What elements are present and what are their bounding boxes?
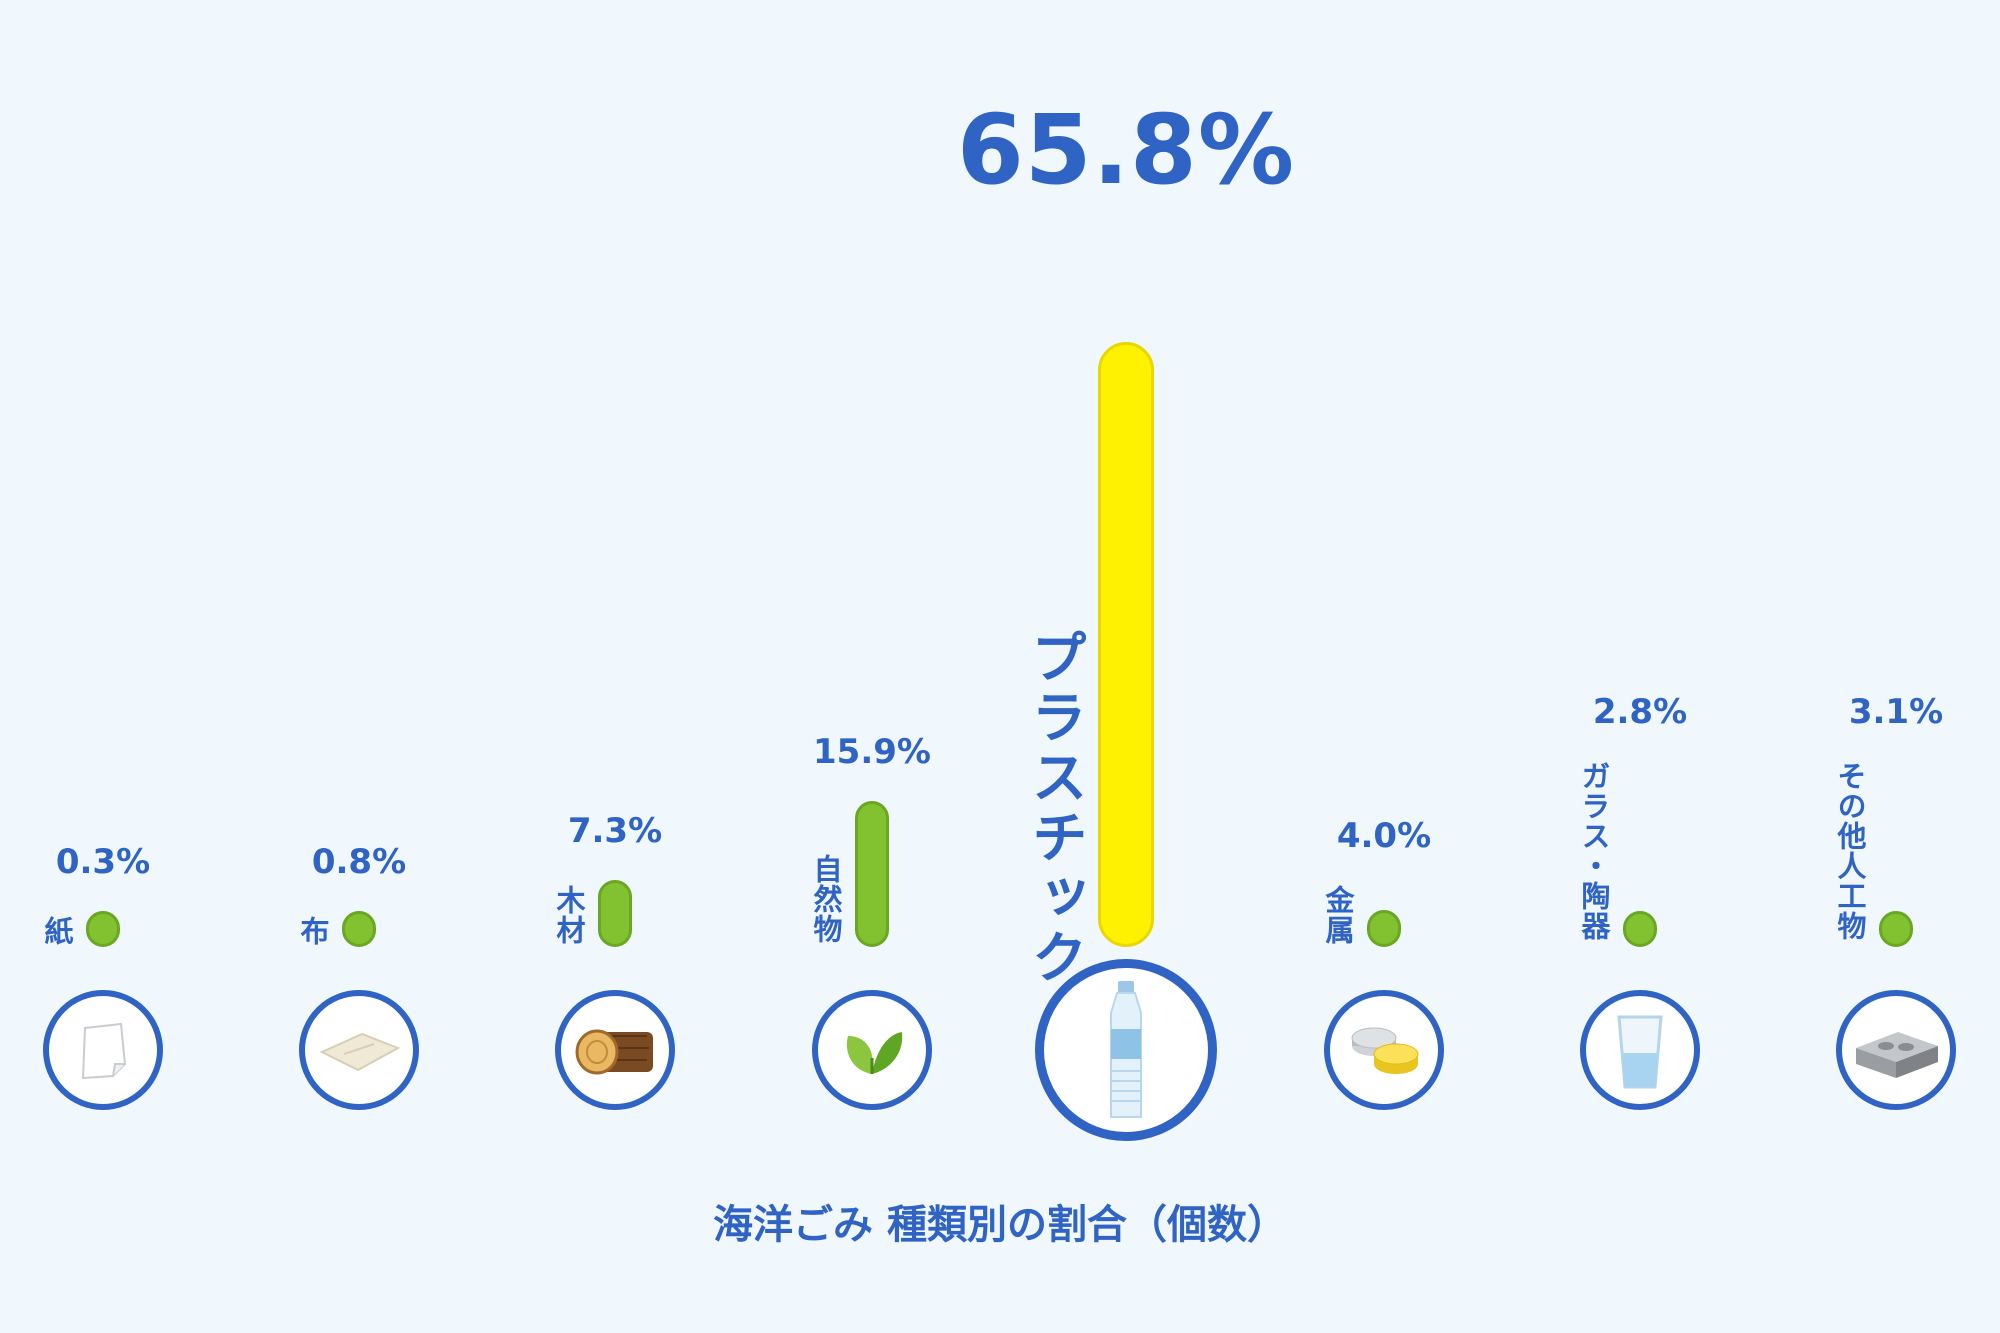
- category-label-metal: 金属: [1321, 885, 1355, 945]
- cloth-icon: [314, 1010, 404, 1090]
- glass-cup-icon: [1605, 1005, 1675, 1095]
- category-label-plastic: プラスチック: [1022, 628, 1087, 988]
- value-label-other-artificial: 3.1%: [1848, 692, 1944, 732]
- category-label-wood: 木材: [552, 885, 586, 945]
- bar-cloth: [342, 911, 376, 947]
- bar-glass-ceramics: [1623, 911, 1657, 947]
- icon-circle-other-artificial: [1836, 990, 1956, 1110]
- icon-circle-natural: [812, 990, 932, 1110]
- bar-wood: [598, 879, 632, 947]
- icon-circle-glass-ceramics: [1580, 990, 1700, 1110]
- bar-other-artificial: [1879, 911, 1913, 947]
- bar-paper: [86, 911, 120, 947]
- bottle-icon: [1091, 975, 1161, 1125]
- value-label-cloth: 0.8%: [311, 842, 407, 882]
- icon-circle-metal: [1324, 990, 1444, 1110]
- value-label-plastic: 65.8%: [956, 94, 1296, 206]
- value-label-natural: 15.9%: [813, 731, 931, 772]
- category-label-paper: 紙: [40, 916, 74, 946]
- icon-circle-wood: [555, 990, 675, 1110]
- category-label-natural: 自然物: [809, 854, 843, 944]
- leaf-icon: [832, 1010, 912, 1090]
- coins-icon: [1336, 1010, 1432, 1090]
- bar-natural: [855, 800, 889, 947]
- value-label-paper: 0.3%: [55, 842, 151, 882]
- category-label-cloth: 布: [296, 916, 330, 946]
- value-label-metal: 4.0%: [1336, 816, 1432, 856]
- value-label-wood: 7.3%: [567, 810, 663, 851]
- concrete-block-icon: [1846, 1010, 1946, 1090]
- category-label-glass-ceramics: ガラス・陶器: [1577, 761, 1611, 941]
- bar-metal: [1367, 910, 1401, 947]
- icon-circle-paper: [43, 990, 163, 1110]
- paper-icon: [63, 1010, 143, 1090]
- icon-circle-cloth: [299, 990, 419, 1110]
- category-label-other-artificial: その他人工物: [1833, 761, 1867, 941]
- chart-title: 海洋ごみ 種類別の割合（個数）: [713, 1202, 1287, 1248]
- log-icon: [567, 1010, 663, 1090]
- value-label-glass-ceramics: 2.8%: [1592, 692, 1688, 732]
- bar-plastic: [1098, 341, 1154, 947]
- icon-circle-plastic: [1035, 959, 1217, 1141]
